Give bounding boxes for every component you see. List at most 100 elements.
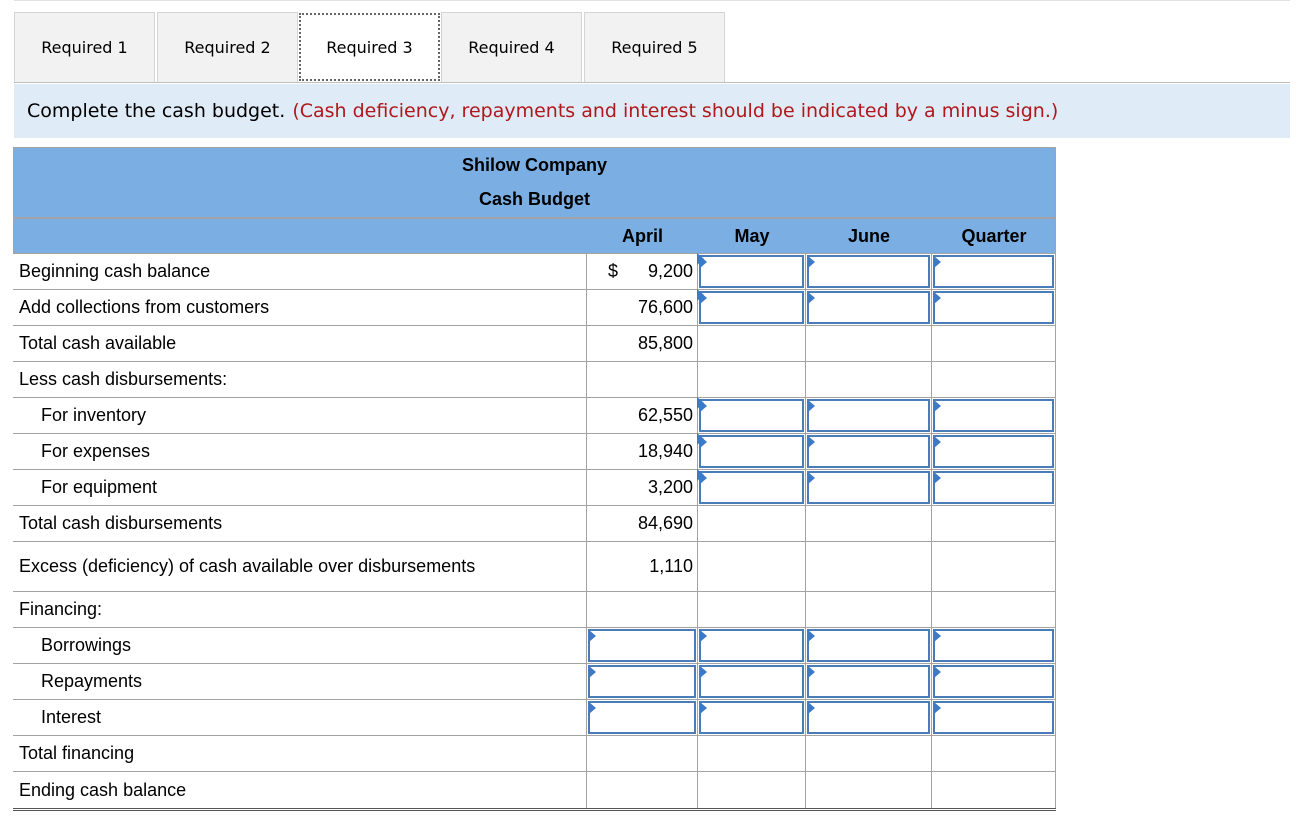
row-label: Total cash disbursements xyxy=(19,513,223,533)
cell-quarter xyxy=(931,506,1056,541)
quarter-input[interactable] xyxy=(933,629,1054,662)
cell-may xyxy=(697,736,805,771)
may-input[interactable] xyxy=(699,701,804,734)
row-label: Borrowings xyxy=(41,635,132,655)
april-value: 85,800 xyxy=(637,333,693,353)
april-value: 76,600 xyxy=(637,297,693,317)
april-input[interactable] xyxy=(588,665,696,698)
april-value: 84,690 xyxy=(637,513,693,533)
input-marker-icon xyxy=(697,469,704,481)
row-label: Interest xyxy=(41,707,102,727)
june-input[interactable] xyxy=(807,471,930,504)
instruction-banner: Complete the cash budget. (Cash deficien… xyxy=(14,84,1290,138)
tab-required-1[interactable]: Required 1 xyxy=(14,12,155,82)
tab-required-3[interactable]: Required 3 xyxy=(298,12,441,82)
row-label: Beginning cash balance xyxy=(19,261,211,281)
cell-quarter xyxy=(931,628,1056,663)
cell-quarter xyxy=(931,290,1056,325)
input-marker-icon xyxy=(934,400,941,412)
column-quarter: Quarter xyxy=(961,225,1027,246)
tab-bar: Required 1 Required 2 Required 3 Require… xyxy=(14,12,1290,83)
quarter-input[interactable] xyxy=(933,399,1054,432)
cell-june xyxy=(805,254,931,289)
june-input[interactable] xyxy=(807,435,930,468)
may-input[interactable] xyxy=(699,399,804,432)
cell-april: 18,940 xyxy=(586,433,704,469)
may-input[interactable] xyxy=(699,665,804,698)
budget-title: Cash Budget xyxy=(13,182,1056,218)
cell-may xyxy=(697,326,805,361)
cell-april: 1,110 xyxy=(586,542,697,591)
cell-may xyxy=(697,290,805,325)
quarter-input[interactable] xyxy=(933,435,1054,468)
input-marker-icon xyxy=(697,289,704,301)
row-label: For expenses xyxy=(41,441,151,461)
cell-april: 84,690 xyxy=(586,506,697,541)
may-input[interactable] xyxy=(699,255,804,288)
row-label: Ending cash balance xyxy=(19,779,187,800)
cell-june xyxy=(805,664,931,699)
cell-quarter xyxy=(931,434,1056,469)
input-marker-icon xyxy=(934,472,941,484)
may-input[interactable] xyxy=(699,471,804,504)
june-input[interactable] xyxy=(807,399,930,432)
cell-april xyxy=(586,736,697,771)
quarter-input[interactable] xyxy=(933,291,1054,324)
budget-row-interest: Interest xyxy=(13,700,1056,736)
cell-quarter xyxy=(931,772,1056,808)
june-input[interactable] xyxy=(807,629,930,662)
cell-may xyxy=(697,254,805,289)
currency-symbol: $ xyxy=(608,261,619,281)
input-marker-icon xyxy=(934,292,941,304)
tab-required-5[interactable]: Required 5 xyxy=(584,12,725,82)
column-june: June xyxy=(847,225,890,246)
april-value: 9,200 xyxy=(647,261,693,281)
input-marker-icon xyxy=(700,702,707,714)
input-marker-icon xyxy=(697,253,704,265)
cell-june xyxy=(805,470,931,505)
input-marker-icon xyxy=(808,702,815,714)
budget-row-for-equipment: For equipment 3,200 xyxy=(13,469,1056,506)
budget-row-beginning-cash-balance: Beginning cash balance $9,200 xyxy=(13,253,1056,290)
cell-quarter xyxy=(931,664,1056,699)
tab-required-4[interactable]: Required 4 xyxy=(441,12,582,82)
june-input[interactable] xyxy=(807,255,930,288)
quarter-input[interactable] xyxy=(933,471,1054,504)
may-input[interactable] xyxy=(699,435,804,468)
quarter-input[interactable] xyxy=(933,701,1054,734)
input-marker-icon xyxy=(697,433,704,445)
input-marker-icon xyxy=(808,400,815,412)
cell-april xyxy=(586,362,697,397)
april-input[interactable] xyxy=(588,629,696,662)
input-marker-icon xyxy=(934,630,941,642)
budget-row-total-financing: Total financing xyxy=(13,736,1056,772)
may-input[interactable] xyxy=(699,629,804,662)
top-divider xyxy=(14,0,1290,1)
budget-row-total-cash-available: Total cash available 85,800 xyxy=(13,326,1056,362)
cell-may xyxy=(697,772,805,808)
row-label: Financing: xyxy=(19,599,103,619)
tab-required-2[interactable]: Required 2 xyxy=(157,12,298,82)
cell-april xyxy=(586,772,697,808)
quarter-input[interactable] xyxy=(933,255,1054,288)
june-input[interactable] xyxy=(807,291,930,324)
cell-may xyxy=(697,542,805,591)
budget-row-excess-deficiency-of-cash-available-over-disbursements: Excess (deficiency) of cash available ov… xyxy=(13,542,1056,592)
cell-may xyxy=(697,434,805,469)
quarter-input[interactable] xyxy=(933,665,1054,698)
cell-may xyxy=(697,506,805,541)
input-marker-icon xyxy=(808,256,815,268)
input-marker-icon xyxy=(934,666,941,678)
row-label: For inventory xyxy=(41,405,147,425)
june-input[interactable] xyxy=(807,701,930,734)
cell-may xyxy=(697,592,805,627)
april-input[interactable] xyxy=(588,701,696,734)
june-input[interactable] xyxy=(807,665,930,698)
budget-row-for-expenses: For expenses 18,940 xyxy=(13,433,1056,470)
budget-row-financing: Financing: xyxy=(13,592,1056,628)
budget-row-repayments: Repayments xyxy=(13,664,1056,700)
may-input[interactable] xyxy=(699,291,804,324)
column-header-row: April May June Quarter xyxy=(13,218,1056,254)
april-value: 18,940 xyxy=(637,441,693,461)
input-marker-icon xyxy=(700,630,707,642)
